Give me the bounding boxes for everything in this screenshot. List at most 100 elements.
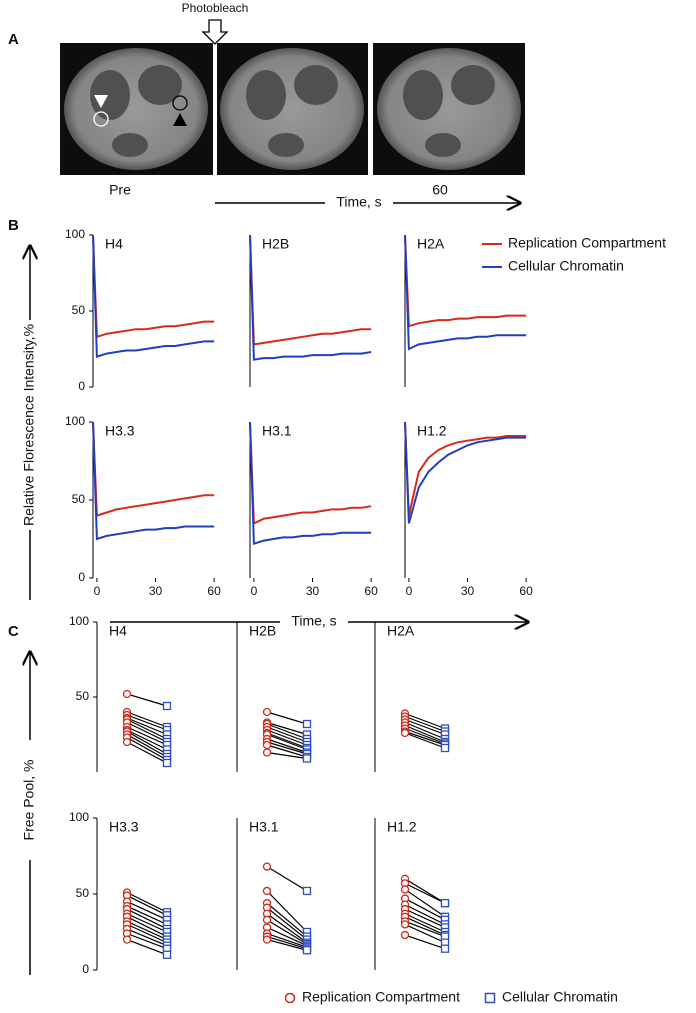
point <box>400 728 410 738</box>
pair-line <box>126 913 168 933</box>
pair-line <box>126 733 168 758</box>
point <box>122 737 132 747</box>
point <box>302 886 312 896</box>
legend-label: Cellular Chromatin <box>502 989 618 1005</box>
x-tick-label: 60 <box>519 584 533 598</box>
series-line <box>249 421 372 546</box>
point <box>440 944 450 953</box>
y-tick-label: 50 <box>76 689 90 703</box>
pair-line <box>126 693 168 707</box>
legend-swatch <box>284 992 296 1004</box>
point <box>262 862 272 871</box>
annotation: Photobleach <box>182 1 249 15</box>
pair-line <box>266 741 308 755</box>
chart-title: H2A <box>387 623 415 639</box>
chart-title: H2B <box>262 236 289 252</box>
series-line <box>404 421 527 524</box>
pair-line <box>126 908 168 930</box>
point <box>162 701 172 711</box>
pair-line <box>266 866 308 892</box>
axis-title: Time, s <box>336 194 381 210</box>
pair-line <box>404 908 446 928</box>
chart-title: H2A <box>417 236 445 252</box>
y-tick-label: 100 <box>65 414 85 428</box>
point <box>262 748 272 757</box>
point <box>122 689 132 699</box>
pair-line <box>126 928 168 947</box>
pair-line <box>266 919 308 945</box>
pair-line <box>404 904 446 925</box>
point <box>262 886 272 896</box>
series-line <box>404 234 527 328</box>
pair-line <box>266 738 308 754</box>
pair-line <box>126 729 168 751</box>
point <box>262 935 272 944</box>
pair-line <box>266 744 308 758</box>
panel-label: A <box>8 31 19 48</box>
x-tick-label: 30 <box>306 584 320 598</box>
point <box>440 743 450 753</box>
pair-line <box>126 891 168 913</box>
point <box>400 920 410 929</box>
pair-line <box>404 724 446 743</box>
pair-line <box>126 905 168 925</box>
chart-title: H3.1 <box>262 423 292 439</box>
legend-label: Cellular Chromatin <box>508 258 624 274</box>
x-axis-title: Time, s <box>291 613 336 629</box>
pair-line <box>126 901 168 921</box>
series-line <box>92 234 215 358</box>
pair-line <box>404 898 446 921</box>
point <box>162 950 172 959</box>
pair-line <box>126 711 168 728</box>
pair-line <box>266 751 308 760</box>
pair-line <box>404 916 446 936</box>
x-tick-label: 60 <box>207 584 221 598</box>
point <box>302 754 312 763</box>
micrographs <box>60 43 525 175</box>
point <box>162 758 172 768</box>
pair-line <box>266 732 308 749</box>
pair-line <box>266 711 308 725</box>
y-tick-label: 100 <box>65 227 85 241</box>
point <box>302 946 312 955</box>
point <box>262 740 272 750</box>
y-axis-title: Relative Florescence Intensity,% <box>21 324 37 526</box>
point <box>400 930 410 940</box>
x-tick-label: 0 <box>406 584 413 598</box>
pair-line <box>126 920 168 941</box>
pair-line <box>126 714 168 731</box>
pair-line <box>404 721 446 740</box>
pair-line <box>404 934 446 950</box>
chart-title: H4 <box>109 623 127 639</box>
legend-label: Replication Compartment <box>302 989 460 1005</box>
x-tick-label: 30 <box>149 584 163 598</box>
point <box>262 915 272 924</box>
chart-title: H3.1 <box>249 819 279 835</box>
pair-line <box>266 733 308 751</box>
pair-line <box>126 717 168 736</box>
frame-label: Pre <box>109 182 131 198</box>
pair-line <box>404 718 446 736</box>
series-line <box>249 234 372 361</box>
y-tick-label: 100 <box>69 614 89 628</box>
chart-title: H1.2 <box>417 423 447 439</box>
pair-line <box>266 932 308 948</box>
pair-line <box>266 939 308 951</box>
pair-line <box>126 894 168 916</box>
point <box>400 885 410 894</box>
pair-line <box>404 878 446 904</box>
pair-line <box>126 718 168 740</box>
pair-line <box>404 712 446 730</box>
point <box>122 935 132 944</box>
legend-swatch <box>484 992 496 1004</box>
y-tick-label: 50 <box>72 303 86 317</box>
pair-line <box>404 882 446 904</box>
point <box>302 719 312 729</box>
pair-line <box>404 923 446 944</box>
x-tick-label: 0 <box>251 584 258 598</box>
y-tick-label: 50 <box>76 886 90 900</box>
y-tick-label: 0 <box>78 379 85 393</box>
chart-title: H3.3 <box>105 423 135 439</box>
pair-line <box>404 730 446 746</box>
